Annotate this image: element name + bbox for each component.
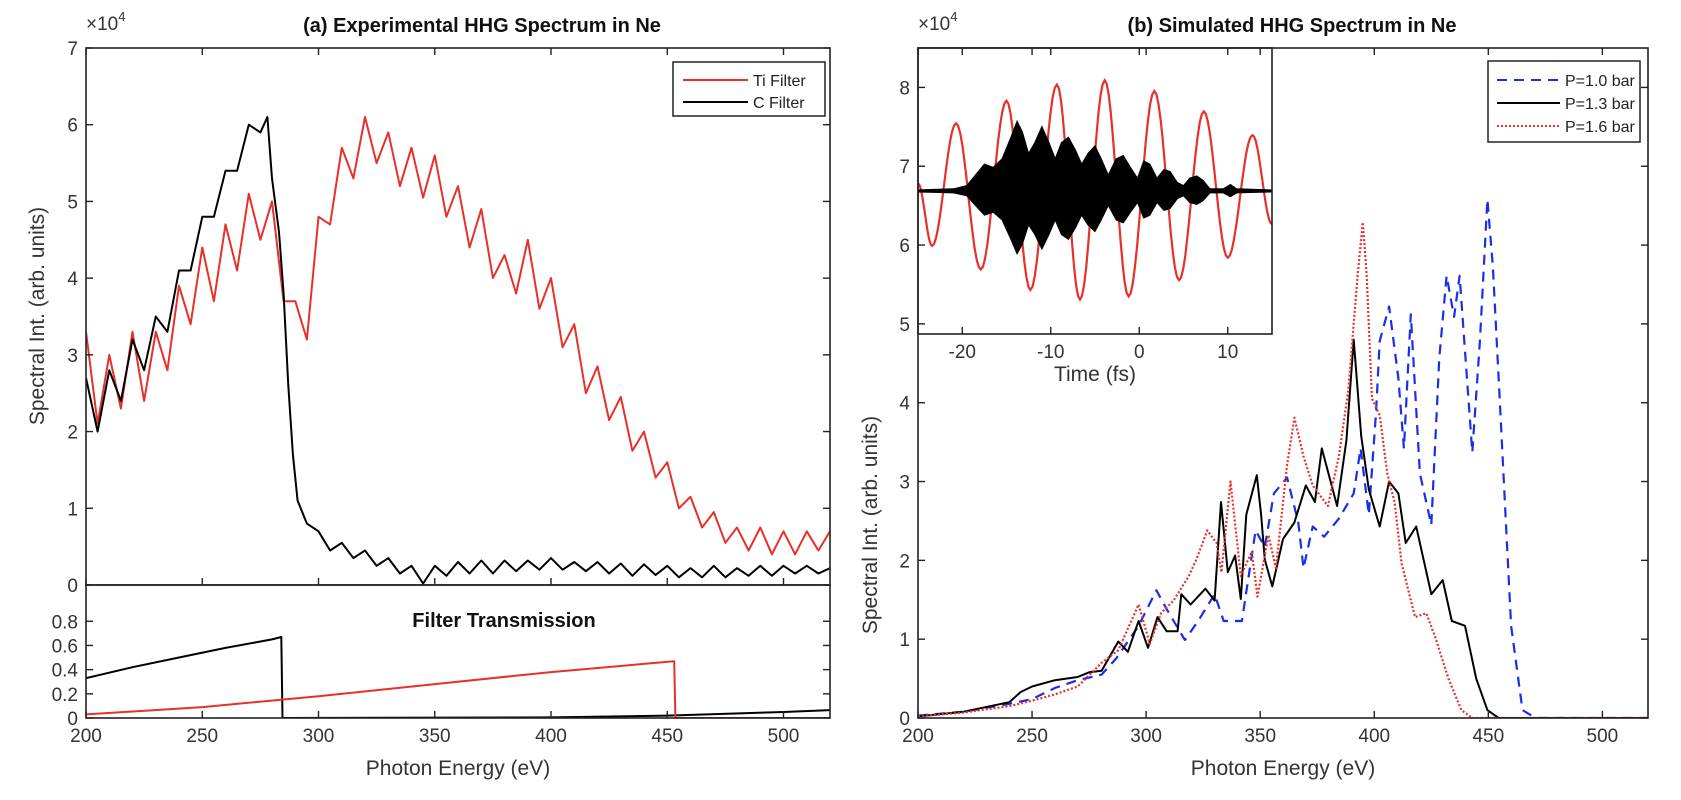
- y-tick-label: 0.6: [52, 636, 78, 657]
- y-tick-label: 1: [899, 630, 910, 651]
- legend-label-c: C Filter: [753, 95, 805, 112]
- x-tick-label: -10: [1037, 342, 1064, 363]
- y-tick-label: 7: [67, 39, 78, 60]
- series-line-1: [86, 660, 830, 718]
- y-tick-label: 0.8: [52, 612, 78, 633]
- y-tick-label: 3: [67, 346, 78, 367]
- panel-a-bottom-series: [86, 636, 830, 718]
- x-tick-label: 500: [768, 726, 800, 747]
- multiplier-exponent: 4: [950, 9, 957, 24]
- legend-panel-b: P=1.0 bar P=1.3 bar P=1.6 bar: [1487, 60, 1641, 143]
- multiplier-base: ×10: [86, 14, 118, 35]
- axes-frame: [917, 47, 1649, 719]
- legend-box: [1487, 60, 1641, 143]
- y-tick-label: 7: [899, 157, 910, 178]
- panel-a-title: (a) Experimental HHG Spectrum in Ne: [303, 15, 661, 37]
- x-tick-label: 350: [419, 726, 451, 747]
- y-tick-label: 5: [899, 315, 910, 336]
- x-tick-label: 10: [1217, 342, 1238, 363]
- panel-b-x-label: Photon Energy (eV): [1191, 757, 1375, 780]
- y-tick-label: 2: [67, 423, 78, 444]
- x-tick-label: 450: [1472, 726, 1504, 747]
- x-tick-label: 200: [902, 726, 934, 747]
- series-line-2: [918, 221, 1648, 718]
- multiplier-exponent: 4: [118, 9, 125, 24]
- x-tick-label: 300: [303, 726, 335, 747]
- legend-panel-a: Ti Filter C Filter: [672, 61, 826, 117]
- y-tick-label: 8: [899, 78, 910, 99]
- axes-a-bottom: 200 250 300 350 400 450 500 0 0.2 0.4 0.6 0.8: [52, 584, 831, 747]
- y-tick-label: 0: [67, 576, 78, 597]
- multiplier-base: ×10: [918, 14, 950, 35]
- legend-label-p16: P=1.6 bar: [1565, 119, 1636, 136]
- x-tick-label: 200: [70, 726, 102, 747]
- x-tick-label: -20: [949, 342, 976, 363]
- y-tick-label: 4: [67, 269, 78, 290]
- y-tick-label: 0.2: [52, 685, 78, 706]
- y-tick-label: 2: [899, 551, 910, 572]
- y-tick-label: 5: [67, 192, 78, 213]
- panel-a-bottom-title: Filter Transmission: [412, 610, 595, 632]
- series-line-1: [86, 116, 830, 585]
- panel-b-title: (b) Simulated HHG Spectrum in Ne: [1128, 15, 1457, 37]
- x-tick-label: 400: [1358, 726, 1390, 747]
- panel-a-top-series: [86, 116, 830, 585]
- x-tick-label: 250: [1016, 726, 1048, 747]
- panel-a-y-multiplier: ×104: [86, 9, 125, 35]
- legend-label-p10: P=1.0 bar: [1565, 73, 1636, 90]
- legend-label-ti: Ti Filter: [753, 73, 806, 90]
- axes-frame: [85, 584, 831, 719]
- panel-a-x-label: Photon Energy (eV): [366, 757, 550, 780]
- panel-a-y-label: Spectral Int. (arb. units): [26, 207, 49, 425]
- y-tick-label: 0: [67, 709, 78, 730]
- panel-b-y-multiplier: ×104: [918, 9, 957, 35]
- legend-label-p13: P=1.3 bar: [1565, 96, 1636, 113]
- series-line-0: [918, 198, 1648, 718]
- series-line-0: [86, 636, 830, 718]
- x-tick-label: 300: [1130, 726, 1162, 747]
- x-tick-label: 350: [1244, 726, 1276, 747]
- series-line-0: [86, 116, 830, 556]
- y-tick-label: 4: [899, 394, 910, 415]
- x-tick-label: 250: [186, 726, 218, 747]
- x-tick-label: 400: [535, 726, 567, 747]
- inset-series: [918, 78, 1272, 302]
- legend-box: [672, 61, 826, 117]
- inset-x-label: Time (fs): [1054, 363, 1136, 386]
- y-tick-label: 0.4: [52, 661, 79, 682]
- y-tick-label: 1: [67, 499, 78, 520]
- y-tick-label: 6: [67, 116, 78, 137]
- y-tick-label: 0: [899, 709, 910, 730]
- y-tick-label: 6: [899, 236, 910, 257]
- x-tick-label: 500: [1587, 726, 1619, 747]
- panel-b-series: [918, 198, 1648, 718]
- panel-b-y-label: Spectral Int. (arb. units): [859, 416, 882, 634]
- x-tick-label: 450: [651, 726, 683, 747]
- x-tick-label: 0: [1134, 342, 1145, 363]
- series-envelope-1: [918, 119, 1272, 256]
- y-tick-label: 3: [899, 473, 910, 494]
- series-line-1: [918, 338, 1648, 718]
- axes-b-main: 200 250 300 350 400 450 500 0 1 2 3 4 5 6 7 8: [899, 47, 1649, 747]
